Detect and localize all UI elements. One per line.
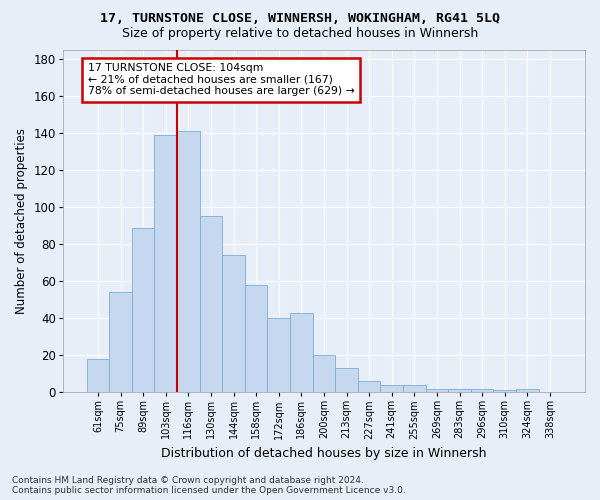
Bar — [516, 388, 539, 392]
Bar — [109, 292, 132, 392]
Bar — [425, 388, 448, 392]
Bar — [335, 368, 358, 392]
Y-axis label: Number of detached properties: Number of detached properties — [15, 128, 28, 314]
Bar — [200, 216, 222, 392]
Bar — [448, 388, 471, 392]
Text: Size of property relative to detached houses in Winnersh: Size of property relative to detached ho… — [122, 28, 478, 40]
Bar — [403, 385, 425, 392]
Bar — [86, 359, 109, 392]
Bar — [358, 381, 380, 392]
Bar — [268, 318, 290, 392]
Bar — [313, 355, 335, 392]
Bar — [471, 388, 493, 392]
Bar — [177, 132, 200, 392]
Bar — [290, 312, 313, 392]
Text: 17, TURNSTONE CLOSE, WINNERSH, WOKINGHAM, RG41 5LQ: 17, TURNSTONE CLOSE, WINNERSH, WOKINGHAM… — [100, 12, 500, 26]
Bar — [132, 228, 154, 392]
Bar — [245, 285, 268, 392]
Text: Contains HM Land Registry data © Crown copyright and database right 2024.
Contai: Contains HM Land Registry data © Crown c… — [12, 476, 406, 495]
Bar — [380, 385, 403, 392]
X-axis label: Distribution of detached houses by size in Winnersh: Distribution of detached houses by size … — [161, 447, 487, 460]
Bar — [493, 390, 516, 392]
Bar — [154, 135, 177, 392]
Text: 17 TURNSTONE CLOSE: 104sqm
← 21% of detached houses are smaller (167)
78% of sem: 17 TURNSTONE CLOSE: 104sqm ← 21% of deta… — [88, 63, 355, 96]
Bar — [222, 256, 245, 392]
